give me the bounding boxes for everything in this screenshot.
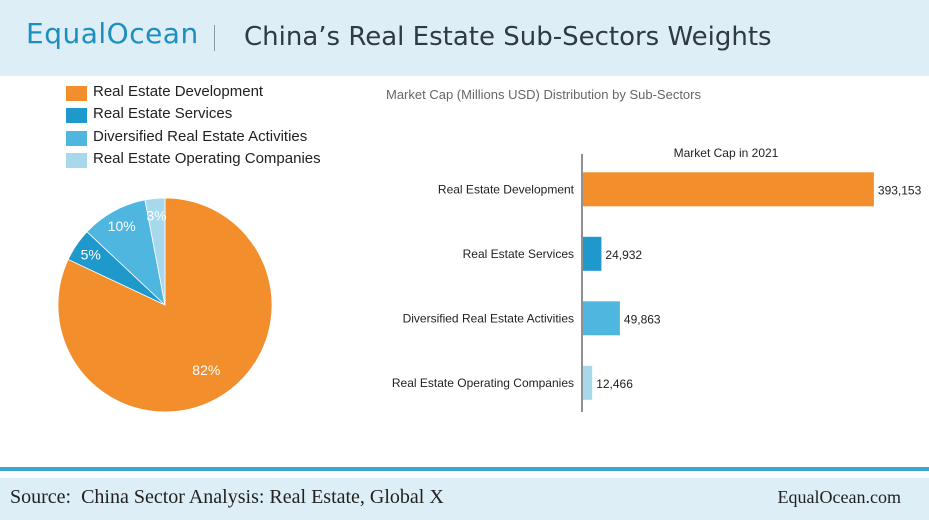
pie-slice — [144, 197, 166, 306]
site-link[interactable]: EqualOcean.com — [777, 487, 901, 507]
bar-category-label: Real Estate Services — [463, 247, 574, 261]
equalocean-logo[interactable]: EqualOcean — [26, 17, 199, 50]
legend-label: Real Estate Operating Companies — [93, 149, 321, 167]
legend-swatch — [66, 86, 87, 101]
bar-value-label: 393,153 — [878, 183, 922, 197]
legend-swatch — [66, 152, 87, 168]
bar — [583, 236, 602, 271]
legend-label: Diversified Real Estate Activities — [93, 127, 308, 145]
bar-chart-title: Market Cap (Millions USD) Distribution b… — [386, 87, 701, 102]
bar-category-label: Diversified Real Estate Activities — [403, 311, 574, 325]
pie-slice-label: 10% — [108, 218, 136, 234]
bar-category-label: Real Estate Operating Companies — [392, 376, 574, 390]
bar-series-title: Market Cap in 2021 — [674, 146, 779, 160]
header-divider — [214, 25, 215, 51]
source-note: Source: China Sector Analysis: Real Esta… — [10, 486, 444, 508]
footer-bar: Source: China Sector Analysis: Real Esta… — [0, 478, 929, 520]
legend-label: Real Estate Services — [93, 105, 233, 123]
charts-canvas: 82% 5% 10% 3% Market Cap in 2021 393,153 Real … — [57, 146, 922, 413]
pie-slice-label: 5% — [81, 247, 101, 263]
bar — [583, 301, 620, 336]
legend-label: Real Estate Development — [93, 83, 264, 100]
header-bar: EqualOcean China’s Real Estate Sub-Secto… — [0, 0, 929, 76]
bar — [583, 365, 593, 400]
bar-value-label: 24,932 — [605, 248, 642, 262]
page-title: China’s Real Estate Sub-Sectors Weights — [244, 22, 772, 52]
bar-category-label: Real Estate Development — [438, 182, 575, 196]
legend-swatch — [66, 108, 87, 124]
pie-slice-label: 82% — [192, 362, 220, 378]
pie-slice-label: 3% — [146, 208, 166, 224]
bar — [583, 172, 874, 207]
bar-value-label: 12,466 — [596, 377, 633, 391]
footer-rule — [0, 467, 929, 471]
legend-swatch — [66, 130, 87, 146]
bar-value-label: 49,863 — [624, 312, 661, 326]
